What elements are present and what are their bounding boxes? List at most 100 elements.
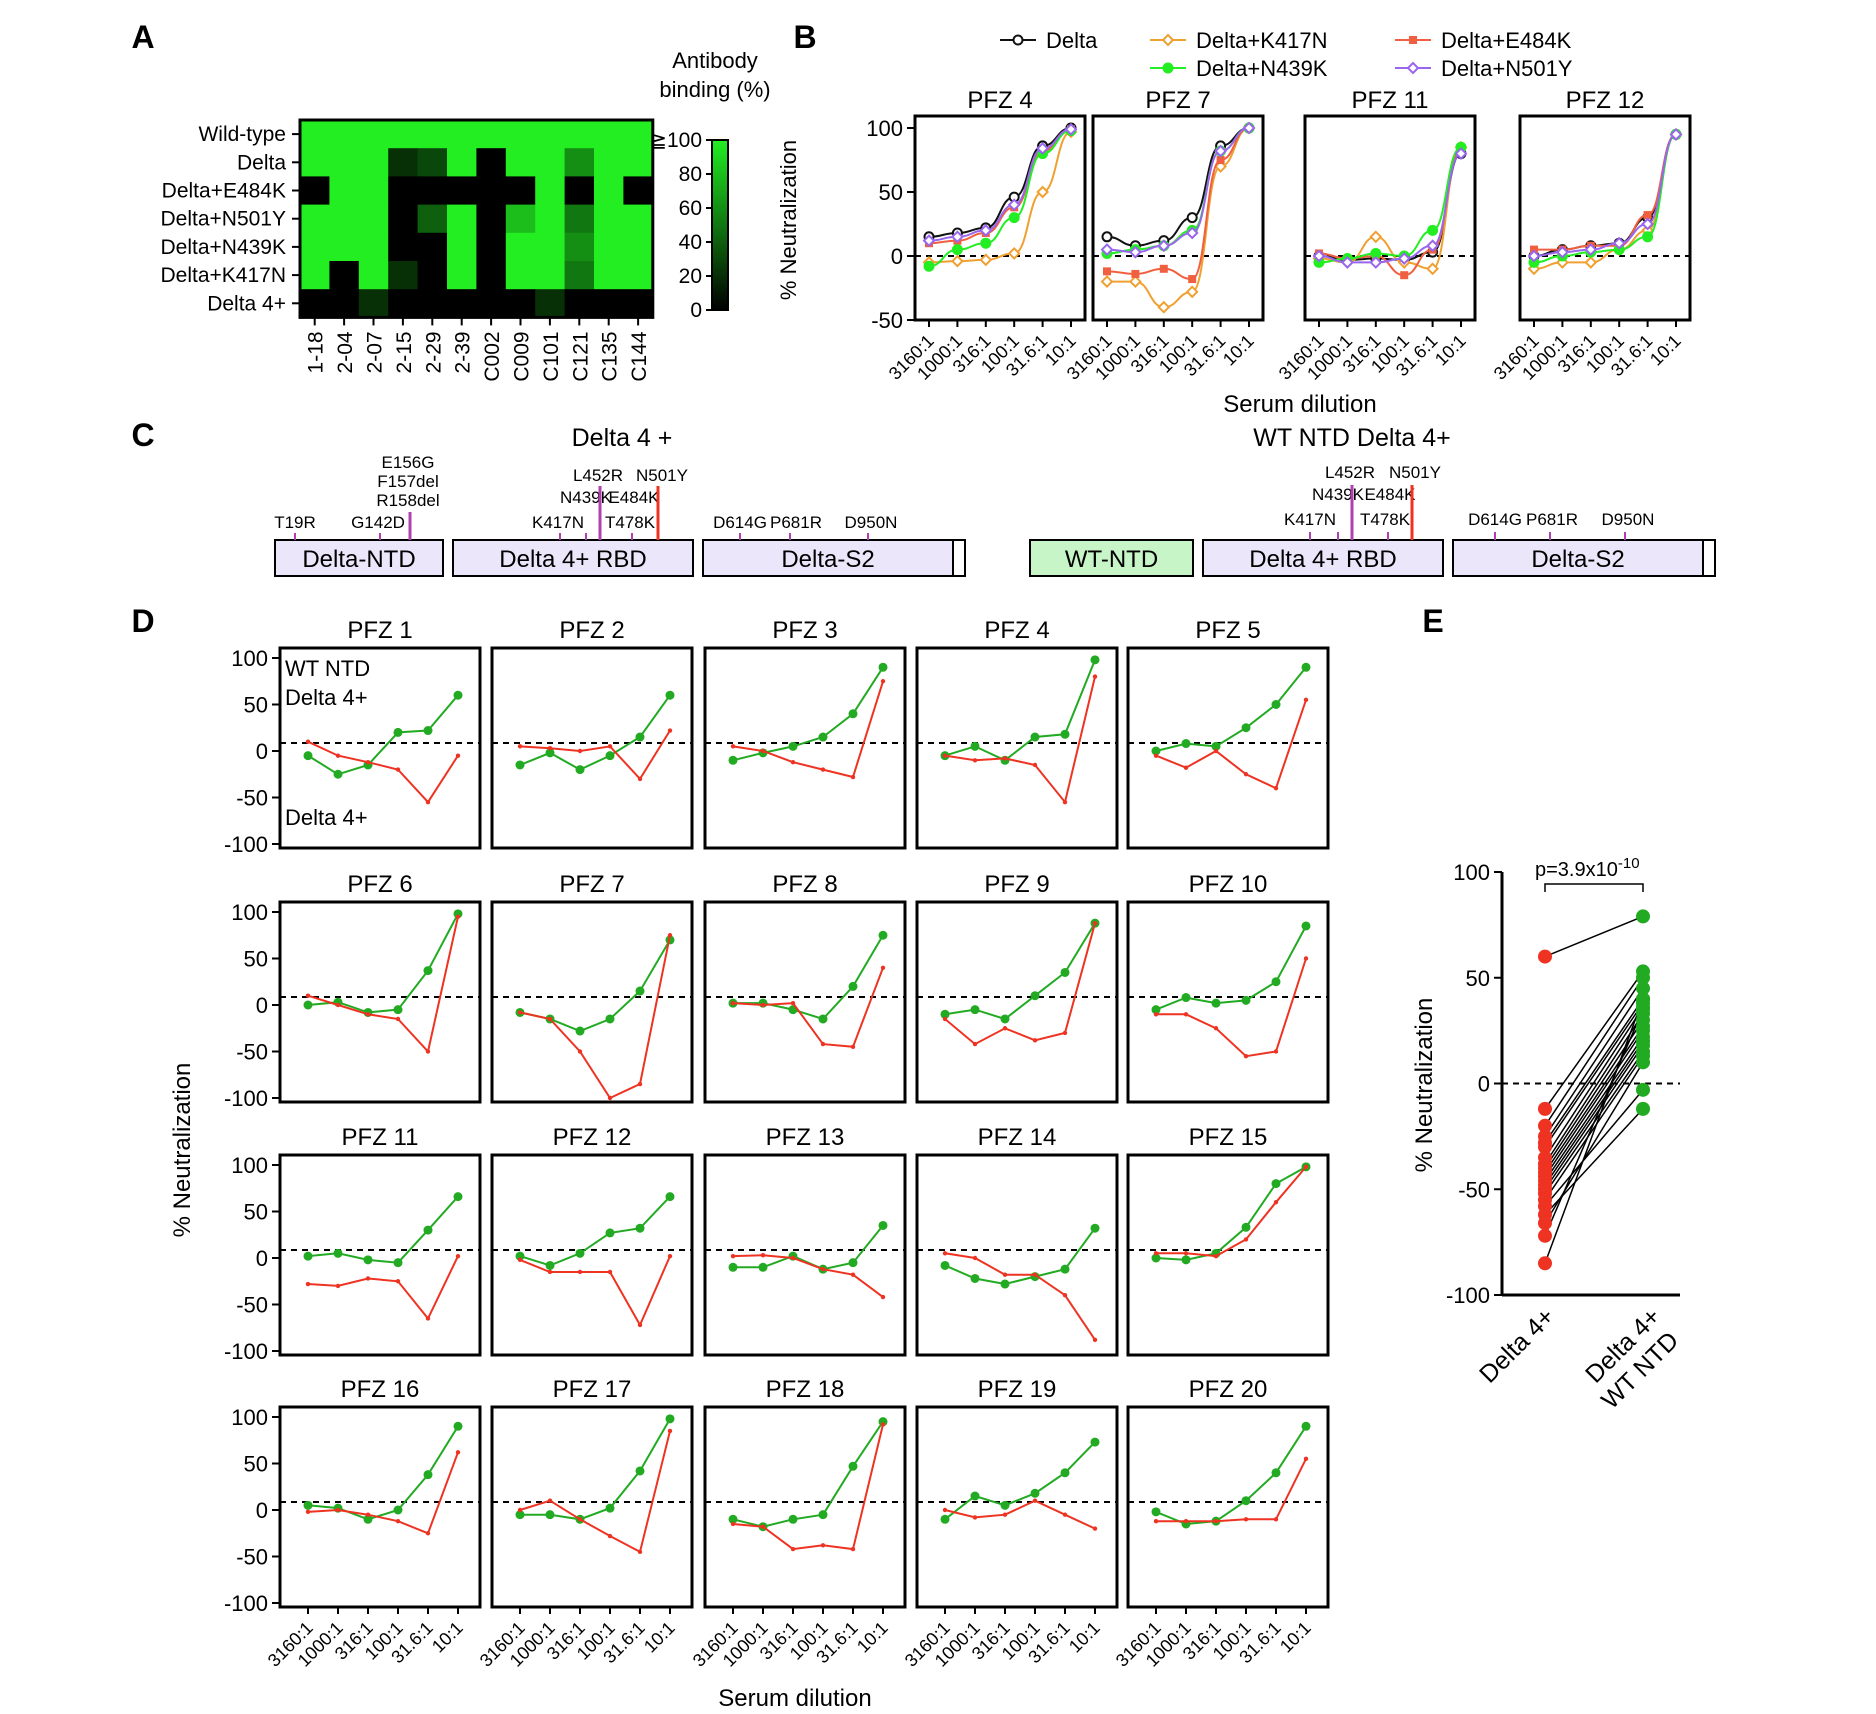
- series-line: [1155, 925, 1307, 1011]
- heatmap-cell: [329, 176, 360, 206]
- subplot-D: PFZ 6 100 50 0 -50 -100: [224, 871, 482, 1111]
- heatmap-col-label: 2-39: [452, 331, 475, 373]
- heatmap-cell: [358, 289, 389, 318]
- data-point: [665, 1414, 675, 1424]
- data-point: [1092, 920, 1098, 926]
- data-point: [305, 1509, 311, 1515]
- subplot-D: PFZ 7: [490, 871, 694, 1104]
- data-point: [1584, 243, 1598, 257]
- data-point: [1100, 275, 1114, 289]
- data-point: [1030, 1488, 1040, 1498]
- data-point: [1400, 271, 1409, 280]
- heatmap-cell: [476, 120, 507, 149]
- x-tick-label: 10:1: [1431, 331, 1470, 370]
- series-line: [307, 694, 459, 776]
- subplot-title: PFZ 14: [978, 1124, 1057, 1151]
- heatmap-cell: [535, 120, 566, 149]
- chart-B: Delta Delta+K417N Delta+E484K Delta+N439K De…: [776, 28, 1692, 418]
- data-point: [730, 1000, 736, 1006]
- construct-right-domain-label: WT-NTD: [1065, 546, 1158, 573]
- pair-line: [1544, 1025, 1644, 1173]
- data-point: [1092, 1337, 1098, 1343]
- data-point: [1271, 700, 1281, 709]
- heatmap-cell: [300, 120, 330, 149]
- heatmap-cell: [564, 289, 595, 318]
- series-label: Delta 4+: [285, 805, 368, 830]
- series-line: [944, 676, 1096, 805]
- heatmap-cell: [417, 204, 448, 234]
- data-point: [637, 1081, 643, 1087]
- y-tick-label: 100: [231, 1405, 268, 1430]
- data-point: [637, 1322, 643, 1328]
- series-line: [944, 1499, 1096, 1530]
- subplot-title: PFZ 7: [1145, 87, 1210, 114]
- heatmap-cell: [358, 148, 389, 177]
- data-point: [1181, 993, 1191, 1003]
- data-point: [305, 993, 311, 998]
- data-point: [1211, 741, 1221, 751]
- data-point: [547, 1016, 553, 1022]
- heatmap-cell: [300, 148, 330, 177]
- heatmap-cell: [535, 261, 566, 290]
- subplot-frame: [278, 900, 482, 1104]
- data-point: [635, 1466, 645, 1476]
- data-point: [455, 914, 461, 919]
- data-point: [303, 1251, 313, 1261]
- data-point: [605, 1014, 615, 1024]
- data-point: [1214, 144, 1228, 158]
- data-point: [1538, 1228, 1552, 1243]
- series-line: [307, 740, 459, 804]
- data-point: [667, 728, 673, 733]
- y-axis-title: % Neutralization: [169, 1063, 196, 1238]
- heatmap-cell: [505, 289, 536, 318]
- pair-line: [1544, 987, 1644, 1137]
- data-point: [1636, 1002, 1650, 1017]
- heatmap-cell: [594, 232, 624, 262]
- data-point: [1032, 1038, 1038, 1043]
- data-point: [790, 1255, 796, 1261]
- data-point: [1002, 1026, 1008, 1031]
- data-point: [1301, 662, 1311, 672]
- data-point: [880, 1294, 886, 1300]
- data-point: [818, 1510, 828, 1520]
- subplot-frame: [703, 1405, 907, 1609]
- heatmap-cell: [594, 289, 624, 318]
- subplot-frame: [490, 1405, 694, 1609]
- series-line: [1156, 1458, 1307, 1523]
- data-point: [425, 1531, 431, 1536]
- y-tick-label: 50: [244, 1452, 268, 1477]
- subplot-frame: [490, 646, 694, 850]
- data-point: [1007, 198, 1021, 212]
- data-point: [1241, 723, 1251, 733]
- data-point: [1008, 212, 1020, 224]
- data-point: [758, 1262, 768, 1272]
- data-point: [1036, 142, 1050, 155]
- mutation-label: N439K: [1312, 485, 1365, 504]
- data-point: [1131, 269, 1140, 278]
- heatmap-cell: [505, 148, 536, 177]
- construct-right-domain: [1452, 539, 1704, 577]
- data-point: [1151, 1507, 1161, 1517]
- construct-left-domain-label: Delta-S2: [781, 546, 874, 573]
- mutation-label: E484K: [1364, 485, 1416, 504]
- p-bracket: [1544, 883, 1644, 892]
- data-point: [607, 1533, 613, 1539]
- data-point: [423, 1470, 433, 1480]
- series-label: Delta 4+: [285, 685, 368, 710]
- data-point: [1642, 231, 1654, 243]
- data-point: [425, 799, 431, 805]
- data-point: [1060, 1468, 1070, 1478]
- mutation-label: T478K: [1360, 510, 1411, 529]
- heatmap-row-label: Delta: [237, 151, 286, 174]
- pair-line: [1544, 1040, 1644, 1186]
- heatmap-cell: [505, 261, 536, 290]
- pair-line: [1544, 1002, 1644, 1148]
- data-point: [1151, 1005, 1161, 1015]
- data-point: [1243, 1517, 1249, 1522]
- pair-line: [1544, 1006, 1644, 1158]
- data-point: [922, 234, 936, 248]
- heatmap-cell: [594, 120, 624, 149]
- y-axis-title: % Neutralization: [1411, 998, 1438, 1173]
- data-point: [1213, 1518, 1219, 1524]
